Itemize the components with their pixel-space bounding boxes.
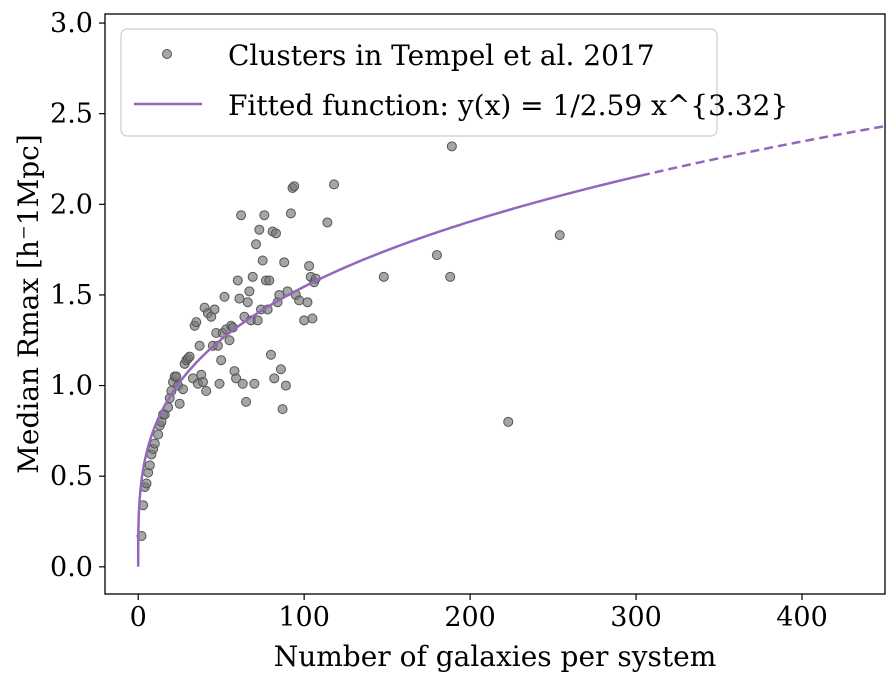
x-tick-label: 100 — [278, 602, 330, 633]
data-point — [265, 349, 276, 360]
legend-label-clusters: Clusters in Tempel et al. 2017 — [228, 39, 655, 72]
data-point — [431, 250, 442, 261]
data-point — [554, 230, 565, 241]
data-point — [279, 257, 290, 268]
data-point — [209, 304, 220, 315]
y-tick-label: 2.5 — [50, 99, 93, 130]
data-point — [241, 396, 252, 407]
data-point — [289, 181, 300, 192]
data-point — [201, 386, 212, 396]
data-point — [141, 478, 152, 489]
data-point — [277, 404, 288, 415]
data-point — [237, 378, 248, 389]
x-tick-label: 300 — [610, 602, 662, 633]
data-point — [244, 286, 255, 297]
y-tick-label: 0.5 — [50, 461, 93, 492]
data-point — [178, 384, 188, 395]
legend: Clusters in Tempel et al. 2017 Fitted fu… — [120, 28, 788, 137]
data-point — [299, 315, 310, 326]
data-point — [249, 378, 260, 389]
x-axis-label: Number of galaxies per system — [274, 640, 717, 673]
data-point — [257, 255, 268, 266]
data-point — [304, 260, 315, 271]
data-point — [285, 208, 296, 219]
data-point — [236, 210, 247, 221]
data-point — [242, 297, 253, 308]
data-point — [231, 373, 242, 384]
data-point — [171, 371, 182, 382]
data-point — [247, 271, 258, 282]
data-point — [503, 416, 514, 427]
data-point — [184, 351, 195, 362]
data-point — [329, 179, 340, 190]
legend-marker-clusters — [162, 49, 172, 59]
fit-line — [136, 174, 642, 567]
y-tick-label: 1.0 — [50, 371, 93, 402]
data-point — [197, 376, 208, 387]
axis-ticks: 0 100 200 300 400 0.0 0.5 1.0 1.5 2.0 2.5 3.0 — [50, 8, 828, 633]
data-point — [214, 378, 225, 389]
data-point — [174, 398, 185, 409]
data-point — [252, 315, 263, 326]
y-tick-label: 2.0 — [50, 189, 93, 220]
data-point — [264, 275, 275, 286]
x-tick-label: 200 — [444, 602, 496, 633]
data-point — [191, 317, 202, 328]
y-tick-label: 1.5 — [50, 280, 93, 311]
data-point — [144, 460, 155, 471]
y-tick-label: 3.0 — [50, 8, 93, 39]
data-point — [302, 297, 313, 308]
x-tick-label: 0 — [130, 602, 147, 633]
data-point — [232, 275, 243, 286]
data-point — [270, 228, 281, 239]
data-point — [307, 313, 318, 324]
data-point — [445, 271, 456, 282]
data-point — [254, 224, 265, 235]
data-point — [149, 438, 160, 449]
x-tick-label: 400 — [776, 602, 828, 633]
data-point — [275, 364, 286, 375]
data-point — [194, 340, 205, 351]
plot-area — [136, 124, 885, 567]
data-point — [294, 295, 305, 306]
data-point — [378, 271, 389, 282]
data-point — [219, 291, 230, 302]
y-axis-label: Median Rmax [h⁻1Mpc] — [12, 134, 45, 474]
legend-box — [120, 28, 718, 137]
plot-frame — [104, 13, 886, 595]
data-point — [446, 141, 457, 152]
data-point — [280, 380, 291, 391]
data-point — [259, 210, 270, 221]
data-point — [322, 217, 333, 228]
data-point — [224, 335, 235, 346]
data-point — [269, 373, 280, 384]
data-point — [251, 239, 262, 250]
data-point — [216, 355, 227, 366]
data-point — [234, 293, 245, 304]
legend-label-fit: Fitted function: y(x) = 1/2.59 x^{3.32} — [228, 89, 788, 122]
data-point — [153, 429, 164, 440]
y-tick-label: 0.0 — [50, 552, 93, 583]
